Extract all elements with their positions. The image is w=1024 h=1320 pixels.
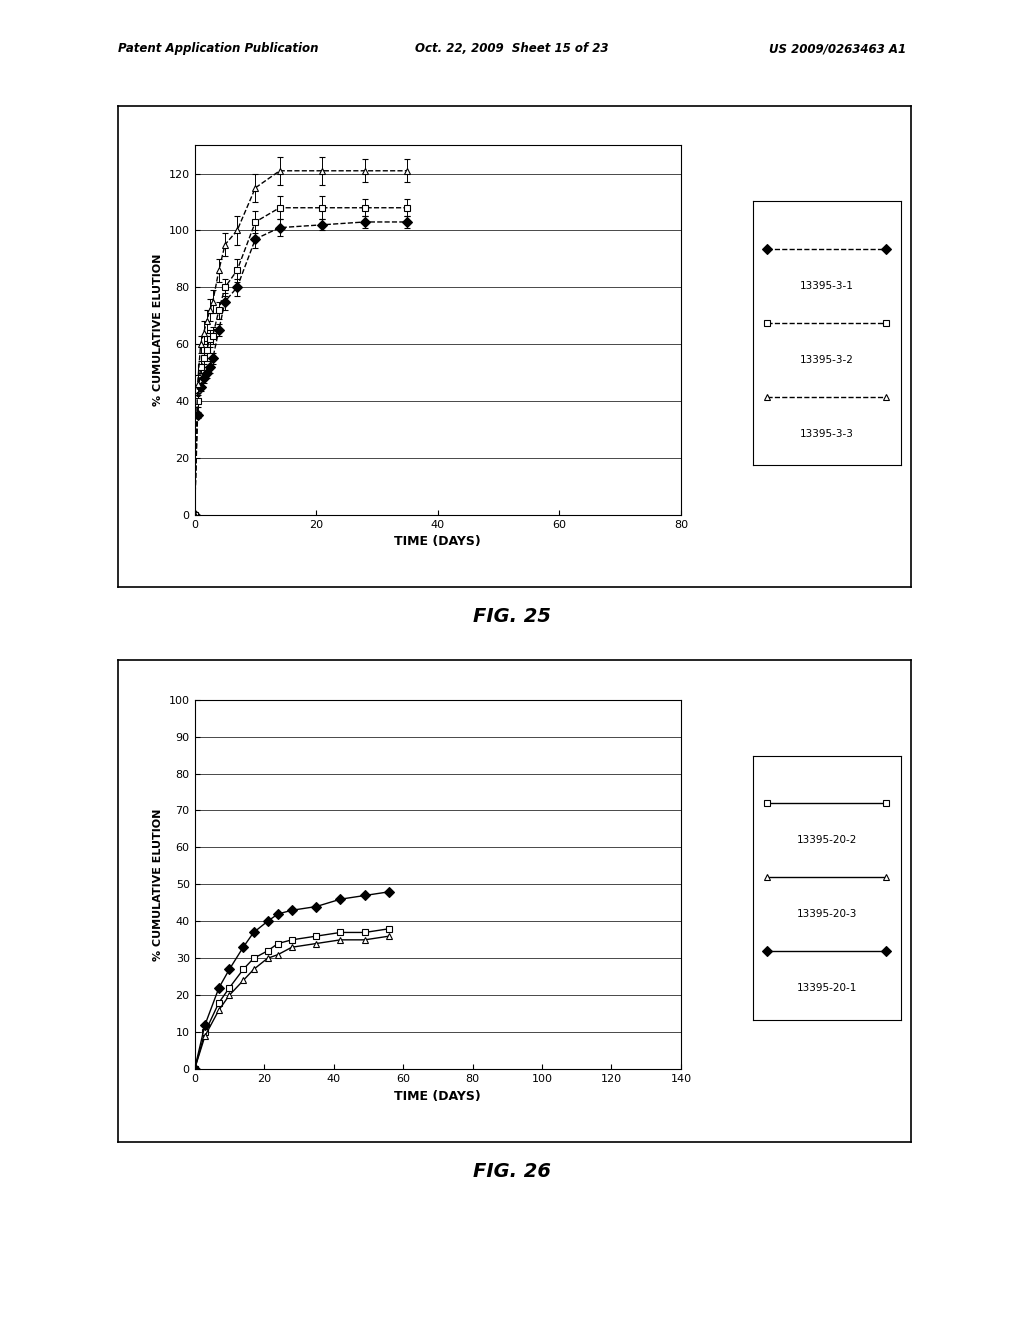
13395-20-3 — [286, 940, 298, 956]
13395-20-3 — [237, 973, 250, 989]
13395-20-3 — [223, 987, 236, 1003]
13395-20-1 — [310, 899, 323, 915]
Text: 13395-3-3: 13395-3-3 — [800, 429, 854, 438]
13395-20-1 — [271, 906, 284, 921]
Y-axis label: % CUMULATIVE ELUTION: % CUMULATIVE ELUTION — [153, 253, 163, 407]
13395-20-3 — [383, 928, 395, 944]
X-axis label: TIME (DAYS): TIME (DAYS) — [394, 535, 481, 548]
13395-20-3 — [199, 1028, 211, 1044]
13395-20-1 — [237, 940, 250, 956]
Y-axis label: % CUMULATIVE ELUTION: % CUMULATIVE ELUTION — [154, 808, 163, 961]
13395-20-3 — [358, 932, 371, 948]
13395-20-1 — [261, 913, 273, 929]
13395-20-1 — [248, 924, 260, 940]
13395-20-2 — [334, 924, 346, 940]
Text: Oct. 22, 2009  Sheet 15 of 23: Oct. 22, 2009 Sheet 15 of 23 — [416, 42, 608, 55]
Text: US 2009/0263463 A1: US 2009/0263463 A1 — [769, 42, 906, 55]
Line: 13395-20-2: 13395-20-2 — [191, 925, 392, 1073]
13395-20-1 — [199, 1016, 211, 1032]
13395-20-1 — [188, 1061, 201, 1077]
13395-20-1 — [358, 887, 371, 903]
Text: Patent Application Publication: Patent Application Publication — [118, 42, 318, 55]
Text: FIG. 26: FIG. 26 — [473, 1162, 551, 1180]
Text: 13395-20-2: 13395-20-2 — [797, 836, 857, 845]
13395-20-2 — [383, 921, 395, 937]
13395-20-3 — [310, 936, 323, 952]
13395-20-3 — [271, 946, 284, 962]
Text: 13395-3-2: 13395-3-2 — [800, 355, 854, 364]
13395-20-2 — [310, 928, 323, 944]
13395-20-2 — [199, 1024, 211, 1040]
13395-20-2 — [223, 979, 236, 995]
13395-20-3 — [334, 932, 346, 948]
13395-20-3 — [213, 1002, 225, 1018]
13395-20-1 — [286, 903, 298, 919]
13395-20-2 — [261, 942, 273, 958]
13395-20-2 — [271, 936, 284, 952]
Text: FIG. 25: FIG. 25 — [473, 607, 551, 626]
13395-20-3 — [248, 961, 260, 977]
Text: 13395-20-1: 13395-20-1 — [797, 983, 857, 993]
13395-20-3 — [188, 1061, 201, 1077]
13395-20-1 — [213, 979, 225, 995]
13395-20-2 — [248, 950, 260, 966]
13395-20-1 — [334, 891, 346, 907]
X-axis label: TIME (DAYS): TIME (DAYS) — [394, 1089, 481, 1102]
Text: 13395-3-1: 13395-3-1 — [800, 281, 854, 290]
Line: 13395-20-1: 13395-20-1 — [191, 888, 392, 1073]
13395-20-2 — [188, 1061, 201, 1077]
13395-20-2 — [237, 961, 250, 977]
13395-20-1 — [223, 961, 236, 977]
13395-20-2 — [358, 924, 371, 940]
Text: 13395-20-3: 13395-20-3 — [797, 909, 857, 919]
Line: 13395-20-3: 13395-20-3 — [191, 933, 392, 1073]
13395-20-2 — [286, 932, 298, 948]
13395-20-2 — [213, 995, 225, 1011]
13395-20-1 — [383, 884, 395, 900]
13395-20-3 — [261, 950, 273, 966]
